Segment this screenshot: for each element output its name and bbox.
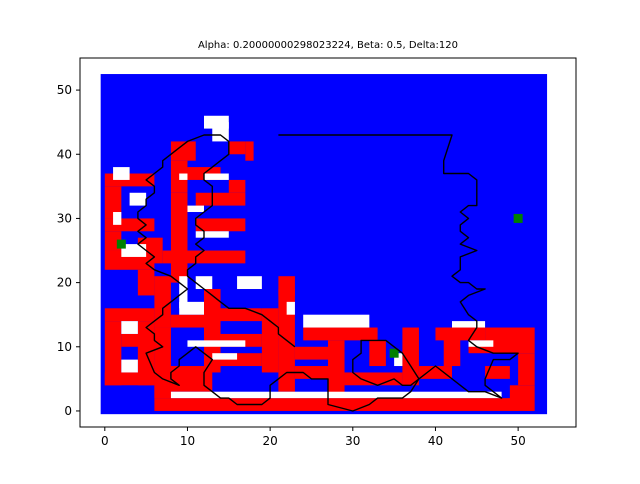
x-tick-label: 10: [180, 434, 195, 448]
wall-cell: [154, 385, 171, 399]
wall-cell: [344, 372, 403, 386]
y-tick-label: 30: [57, 211, 72, 225]
free-cell: [121, 321, 138, 334]
wall-cell: [518, 353, 535, 386]
wall-cell: [195, 192, 246, 206]
wall-cell: [154, 398, 519, 411]
free-cell: [452, 321, 486, 328]
free-cell: [286, 301, 295, 315]
free-cell: [204, 115, 229, 129]
free-cell: [187, 340, 246, 347]
wall-cell: [278, 276, 295, 296]
wall-cell: [162, 250, 246, 264]
y-tick-label: 20: [57, 276, 72, 290]
chart-title: Alpha: 0.20000000298023224, Beta: 0.5, D…: [198, 40, 458, 51]
free-cell: [113, 167, 130, 180]
path-line: [137, 134, 519, 412]
free-cell: [113, 212, 122, 225]
free-cell: [468, 340, 494, 347]
x-tick-label: 20: [262, 434, 277, 448]
goal-marker: [513, 213, 523, 223]
wall-cell: [212, 308, 262, 322]
goal-marker: [389, 348, 399, 358]
wall-cell: [485, 327, 535, 354]
wall-cell: [195, 218, 246, 232]
wall-cell: [104, 186, 122, 219]
wall-cell: [294, 346, 337, 360]
wall-cell: [228, 141, 246, 155]
free-cell: [212, 353, 238, 360]
wall-cell: [104, 321, 122, 386]
wall-cell: [121, 333, 155, 347]
wall-cell: [485, 366, 510, 379]
wall-cell: [154, 276, 171, 328]
wall-cell: [402, 327, 419, 386]
free-cell: [204, 173, 229, 180]
free-cell: [237, 276, 262, 290]
plot-frame: [79, 57, 577, 428]
free-cell: [195, 231, 229, 238]
wall-cell: [170, 314, 213, 328]
x-tick-label: 40: [428, 434, 443, 448]
wall-cell: [170, 141, 196, 161]
wall-cell: [170, 192, 188, 283]
wall-cell: [261, 308, 279, 373]
goal-marker: [116, 239, 126, 249]
wall-cell: [328, 340, 345, 399]
free-cell: [187, 205, 204, 213]
y-tick-label: 0: [64, 404, 72, 418]
free-cell: [121, 359, 138, 373]
wall-cell: [294, 366, 337, 379]
x-tick-label: 0: [101, 434, 109, 448]
wall-cell: [245, 141, 254, 161]
wall-cell: [418, 366, 452, 379]
free-cell: [195, 276, 213, 290]
x-tick-label: 30: [345, 434, 360, 448]
wall-cell: [104, 308, 155, 322]
plot-area: [100, 74, 548, 415]
y-tick-label: 10: [57, 340, 72, 354]
axes: 0 10 20 30 40 50 0 10 20 30 40 50: [57, 83, 526, 448]
free-cell: [303, 314, 370, 328]
wall-cell: [228, 179, 246, 193]
wall-cell: [435, 327, 486, 341]
free-cell: [121, 244, 147, 257]
x-tick-label: 50: [510, 434, 525, 448]
free-cell: [394, 353, 403, 367]
wall-cell: [369, 340, 386, 367]
wall-cell: [104, 218, 155, 232]
y-tick-label: 40: [57, 147, 72, 161]
free-cell: [179, 173, 188, 180]
wall-cell: [303, 327, 378, 341]
free-cell: [170, 391, 502, 399]
wall-cell: [137, 269, 155, 296]
free-cell: [129, 192, 147, 206]
y-tick-label: 50: [57, 83, 72, 97]
